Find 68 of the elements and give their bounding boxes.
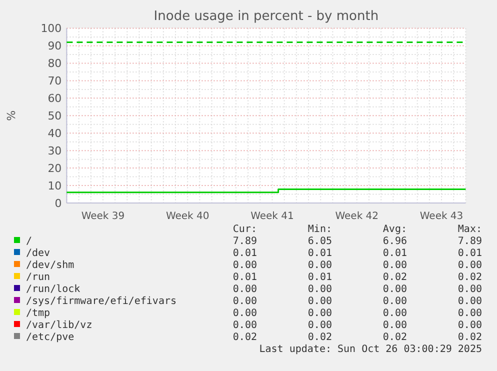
text: Last update: Sun Oct 26 03:00:29 2025 — [259, 344, 482, 355]
text: 0.00 — [382, 260, 407, 271]
text: 0.02 — [308, 332, 332, 343]
text: 0.02 — [382, 272, 407, 283]
text: 0.00 — [308, 284, 332, 295]
x-tick-label: Week 42 — [335, 211, 379, 222]
text: 0.00 — [308, 260, 332, 271]
text: 0.00 — [232, 296, 257, 307]
text: 0.00 — [232, 260, 257, 271]
text: 0.00 — [458, 260, 482, 271]
text: 0.01 — [382, 248, 407, 259]
legend-label: /dev — [26, 248, 50, 259]
text: 0.02 — [382, 332, 407, 343]
text: 0.00 — [232, 320, 257, 331]
y-tick-label: 60 — [48, 92, 62, 106]
text: 0.00 — [382, 308, 407, 319]
text: 0.00 — [382, 320, 407, 331]
text: 0.01 — [232, 272, 257, 283]
legend-label: /run/lock — [26, 284, 80, 295]
text: 0.00 — [232, 284, 257, 295]
text: Cur: — [232, 224, 257, 235]
y-tick-label: 20 — [48, 162, 62, 175]
text: 0.00 — [382, 284, 407, 295]
text: Max: — [458, 224, 482, 235]
chart-title: Inode usage in percent - by month — [154, 9, 379, 24]
y-tick-label: 100 — [40, 22, 62, 36]
legend-label: /var/lib/vz — [26, 320, 92, 331]
x-tick-label: Week 43 — [420, 211, 464, 222]
text: Avg: — [382, 224, 407, 235]
text: 0.01 — [232, 248, 257, 259]
legend-label: / — [26, 236, 32, 247]
y-tick-label: 90 — [48, 40, 62, 53]
legend-label: /run — [26, 272, 50, 283]
text: 6.05 — [308, 236, 332, 247]
text: 6.96 — [382, 236, 407, 247]
y-tick-label: 40 — [48, 126, 62, 140]
x-tick-label: Week 40 — [166, 211, 210, 222]
legend-label: /sys/firmware/efi/efivars — [26, 296, 177, 307]
y-tick-label: 30 — [48, 144, 62, 158]
text: 0.00 — [308, 296, 332, 307]
text: 0.00 — [232, 308, 257, 319]
legend-label: /dev/shm — [26, 260, 74, 271]
text: 7.89 — [458, 236, 482, 247]
text: 0.01 — [308, 272, 332, 283]
x-tick-label: Week 41 — [250, 211, 294, 222]
text: 0.02 — [458, 332, 482, 343]
legend-label: /tmp — [26, 308, 50, 319]
text: 0.01 — [308, 248, 332, 259]
x-tick-label: Week 39 — [81, 211, 125, 222]
y-tick-label: 80 — [48, 57, 62, 70]
text: Min: — [308, 224, 332, 235]
text: 0.00 — [458, 320, 482, 331]
text: 0.00 — [458, 308, 482, 319]
legend-label: /etc/pve — [26, 332, 74, 343]
text: 0.00 — [458, 284, 482, 295]
y-tick-label: 10 — [48, 179, 62, 192]
text: 0.00 — [308, 308, 332, 319]
text: 0.02 — [232, 332, 257, 343]
y-axis-title: % — [5, 110, 18, 121]
y-tick-label: 0 — [54, 196, 62, 210]
y-tick-label: 50 — [48, 110, 62, 122]
text: 0.00 — [458, 296, 482, 307]
y-tick-label: 70 — [48, 74, 62, 88]
text: 0.00 — [308, 320, 332, 331]
text: 0.02 — [458, 272, 482, 283]
text: 0.01 — [458, 248, 482, 259]
text: 0.00 — [382, 296, 407, 307]
text: 7.89 — [232, 236, 257, 247]
